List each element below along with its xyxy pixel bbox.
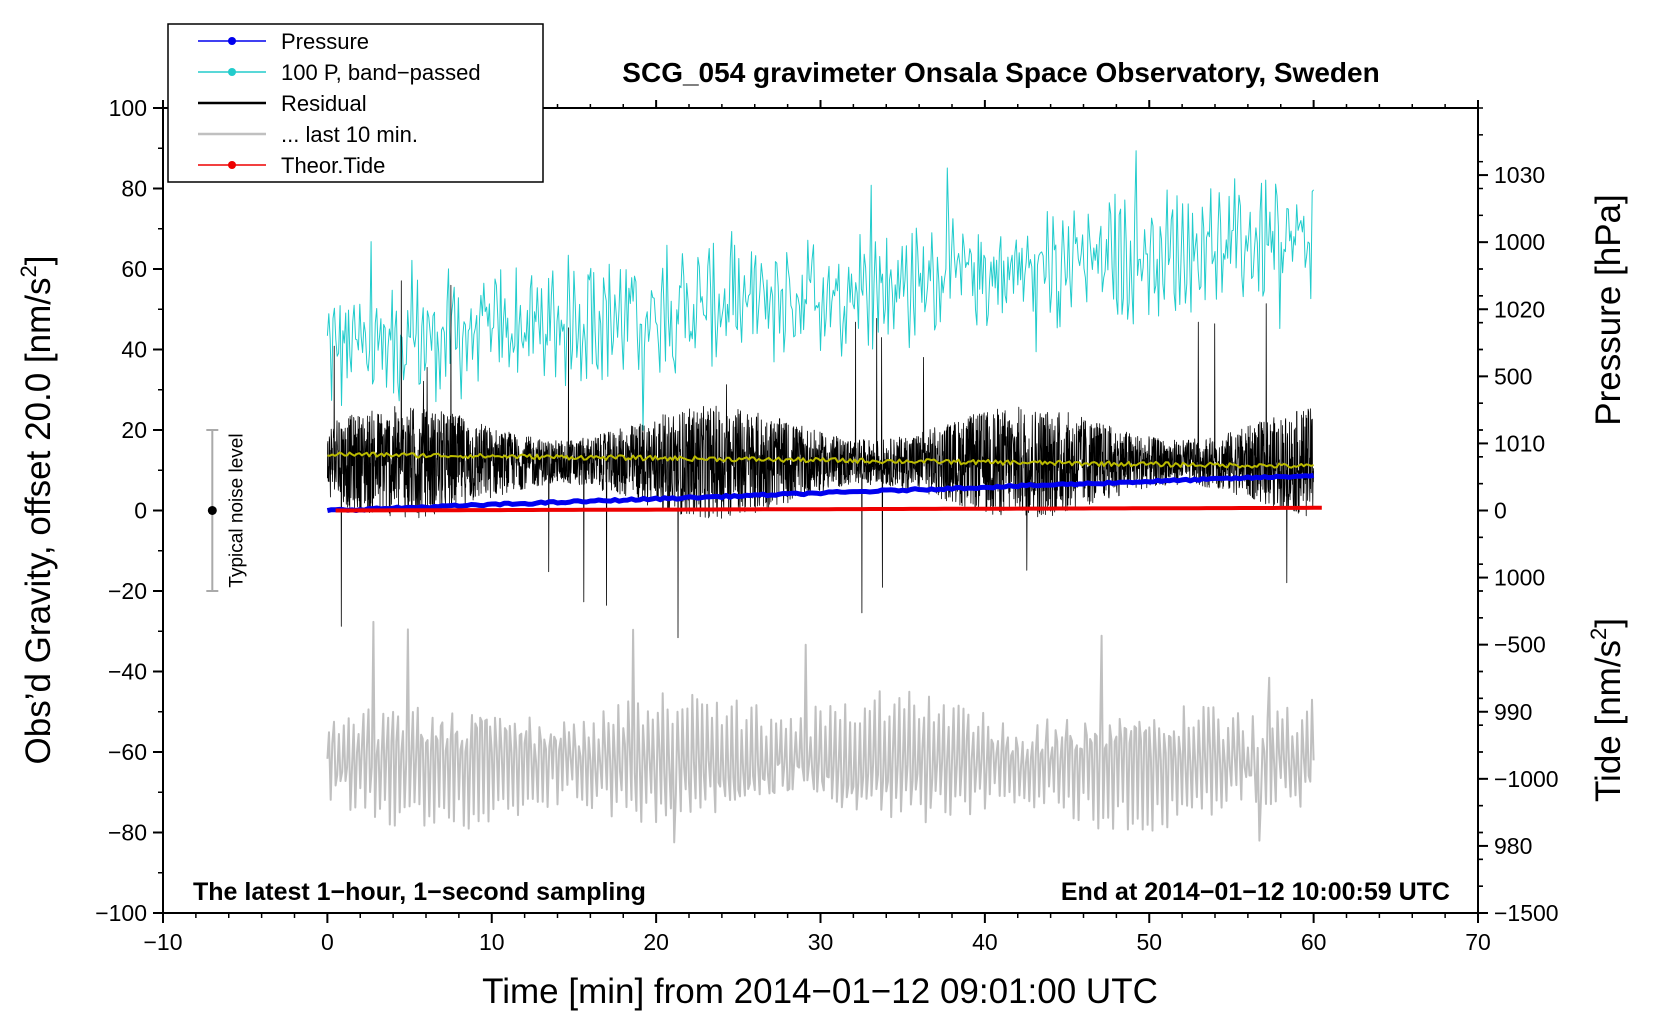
- legend-marker: [228, 37, 236, 45]
- y-axis-title-main: Obs’d Gravity, offset 20.0 [nm/s2]: [16, 256, 58, 765]
- series-pressure: [326, 472, 1315, 514]
- tide-tick-label: 0: [1494, 498, 1507, 524]
- y-axis-title-tide: Tide [nm/s2]: [1586, 618, 1628, 802]
- tide-tick-label: −500: [1494, 632, 1546, 658]
- y-tick-label: −20: [108, 578, 147, 604]
- x-tick-label: 40: [972, 929, 998, 955]
- y-tick-label: −40: [108, 659, 147, 685]
- pressure-tick-label: 980: [1494, 833, 1532, 859]
- legend: Pressure 100 P, band−passed Residual ... la…: [167, 23, 544, 183]
- x-tick-label: 60: [1301, 929, 1327, 955]
- y-tick-label: 60: [121, 256, 147, 282]
- chart-title: SCG_054 gravimeter Onsala Space Observat…: [622, 57, 1379, 88]
- noise-level-label: Typical noise level: [226, 433, 247, 587]
- legend-label: Residual: [281, 91, 367, 116]
- x-tick-label: −10: [143, 929, 182, 955]
- noise-center-dot: [207, 506, 217, 515]
- x-tick-label: 50: [1136, 929, 1162, 955]
- annotation-latest-hour: The latest 1−hour, 1−second sampling: [193, 878, 646, 906]
- legend-label: ... last 10 min.: [281, 122, 418, 147]
- y-tick-label: −60: [108, 739, 147, 765]
- series-layer: [326, 150, 1322, 844]
- tide-tick-label: −1000: [1494, 766, 1559, 792]
- pressure-tick-label: 1010: [1494, 430, 1545, 456]
- legend-label: 100 P, band−passed: [281, 60, 481, 85]
- pressure-tick-label: 1030: [1494, 162, 1545, 188]
- y-tick-label: −100: [95, 900, 147, 926]
- y-tick-label: 40: [121, 337, 147, 363]
- x-tick-label: 30: [808, 929, 834, 955]
- legend-entry: Residual: [198, 91, 367, 116]
- x-tick-label: 0: [321, 929, 334, 955]
- legend-marker: [228, 68, 236, 76]
- x-tick-label: 10: [479, 929, 505, 955]
- series-theoretical-tide: [335, 505, 1322, 513]
- y-tick-label: 20: [121, 417, 147, 443]
- x-tick-label: 20: [643, 929, 669, 955]
- y-tick-label: −80: [108, 820, 147, 846]
- y-tick-label: 100: [109, 95, 147, 121]
- legend-entry: 100 P, band−passed: [198, 60, 481, 85]
- y-axis-title-pressure: Pressure [hPa]: [1589, 194, 1628, 426]
- tide-tick-label: −1500: [1494, 900, 1559, 926]
- legend-label: Pressure: [281, 29, 369, 54]
- annotation-end-time: End at 2014−01−12 10:00:59 UTC: [1061, 878, 1450, 906]
- series-last-10-min: [326, 620, 1315, 844]
- pressure-tick-label: 1020: [1494, 296, 1545, 322]
- series-band-passed-pressure: [326, 150, 1314, 431]
- y-tick-label: 80: [121, 176, 147, 202]
- pressure-tick-label: 1000: [1494, 565, 1545, 591]
- noise-level-indicator: Typical noise level: [206, 429, 247, 592]
- x-axis-title: Time [min] from 2014−01−12 09:01:00 UTC: [482, 972, 1158, 1011]
- series-residual: [327, 280, 1314, 639]
- series-running-mean: [327, 451, 1314, 469]
- y-tick-label: 0: [134, 498, 147, 524]
- legend-entry: ... last 10 min.: [198, 122, 418, 147]
- legend-entry: Pressure: [198, 29, 369, 54]
- axes-layer: −10 0 10 20 30 40 50 60 70−100−80−60−40−20020406…: [95, 95, 1558, 955]
- tide-tick-label: 500: [1494, 363, 1532, 389]
- x-tick-label: 70: [1465, 929, 1491, 955]
- legend-entry: Theor.Tide: [198, 153, 385, 178]
- legend-label: Theor.Tide: [281, 153, 385, 178]
- pressure-tick-label: 990: [1494, 699, 1532, 725]
- tide-tick-label: 1000: [1494, 229, 1545, 255]
- legend-marker: [228, 161, 236, 169]
